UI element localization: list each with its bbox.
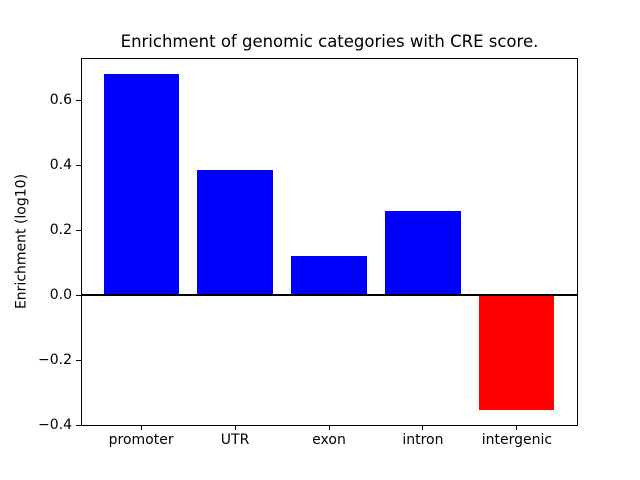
plot-area (81, 58, 578, 426)
x-tick-label-intron: intron (402, 432, 444, 448)
x-tick-label-exon: exon (312, 432, 346, 448)
x-tick-label-UTR: UTR (220, 432, 250, 448)
x-tick-label-promoter: promoter (108, 432, 174, 448)
y-tick-label: −0.2 (38, 351, 72, 368)
y-tick-label: 0.4 (49, 156, 72, 173)
y-tick-label: 0.0 (49, 286, 72, 303)
y-tick-label: 0.6 (49, 91, 72, 108)
x-tick-label-intergenic: intergenic (481, 432, 553, 448)
y-tick-label: 0.2 (49, 221, 72, 238)
y-axis-label: Enrichment (log10) (13, 173, 30, 310)
chart-title: Enrichment of genomic categories with CR… (120, 32, 539, 51)
y-tick-label: −0.4 (38, 416, 72, 433)
